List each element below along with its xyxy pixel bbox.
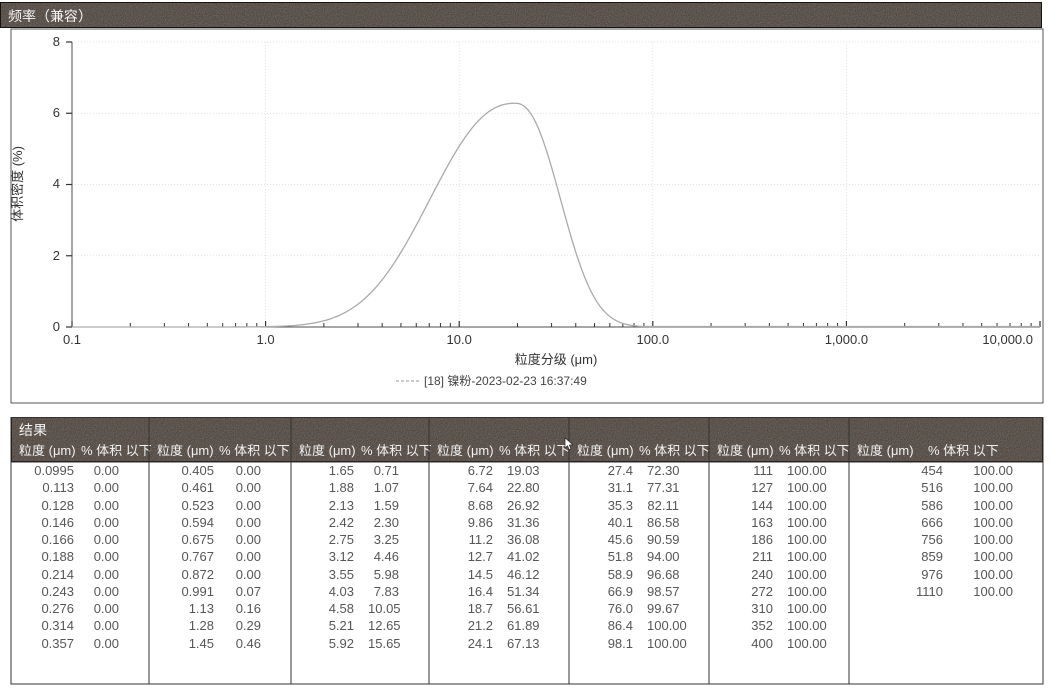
svg-text:10.0: 10.0 — [447, 332, 472, 347]
svg-text:粒度分级 (μm): 粒度分级 (μm) — [515, 352, 598, 367]
svg-text:[18] 镍粉-2023-02-23 16:37:49: [18] 镍粉-2023-02-23 16:37:49 — [424, 374, 587, 388]
svg-text:0.1: 0.1 — [63, 332, 81, 347]
svg-text:1,000.0: 1,000.0 — [825, 332, 868, 347]
svg-text:8: 8 — [53, 34, 60, 49]
svg-text:4: 4 — [53, 176, 60, 191]
svg-text:0: 0 — [53, 319, 60, 334]
svg-text:10,000.0: 10,000.0 — [982, 332, 1033, 347]
svg-text:1.0: 1.0 — [257, 332, 275, 347]
svg-text:体积密度 (%): 体积密度 (%) — [10, 146, 25, 222]
svg-text:100.0: 100.0 — [637, 332, 670, 347]
svg-text:6: 6 — [53, 105, 60, 120]
svg-text:2: 2 — [53, 248, 60, 263]
